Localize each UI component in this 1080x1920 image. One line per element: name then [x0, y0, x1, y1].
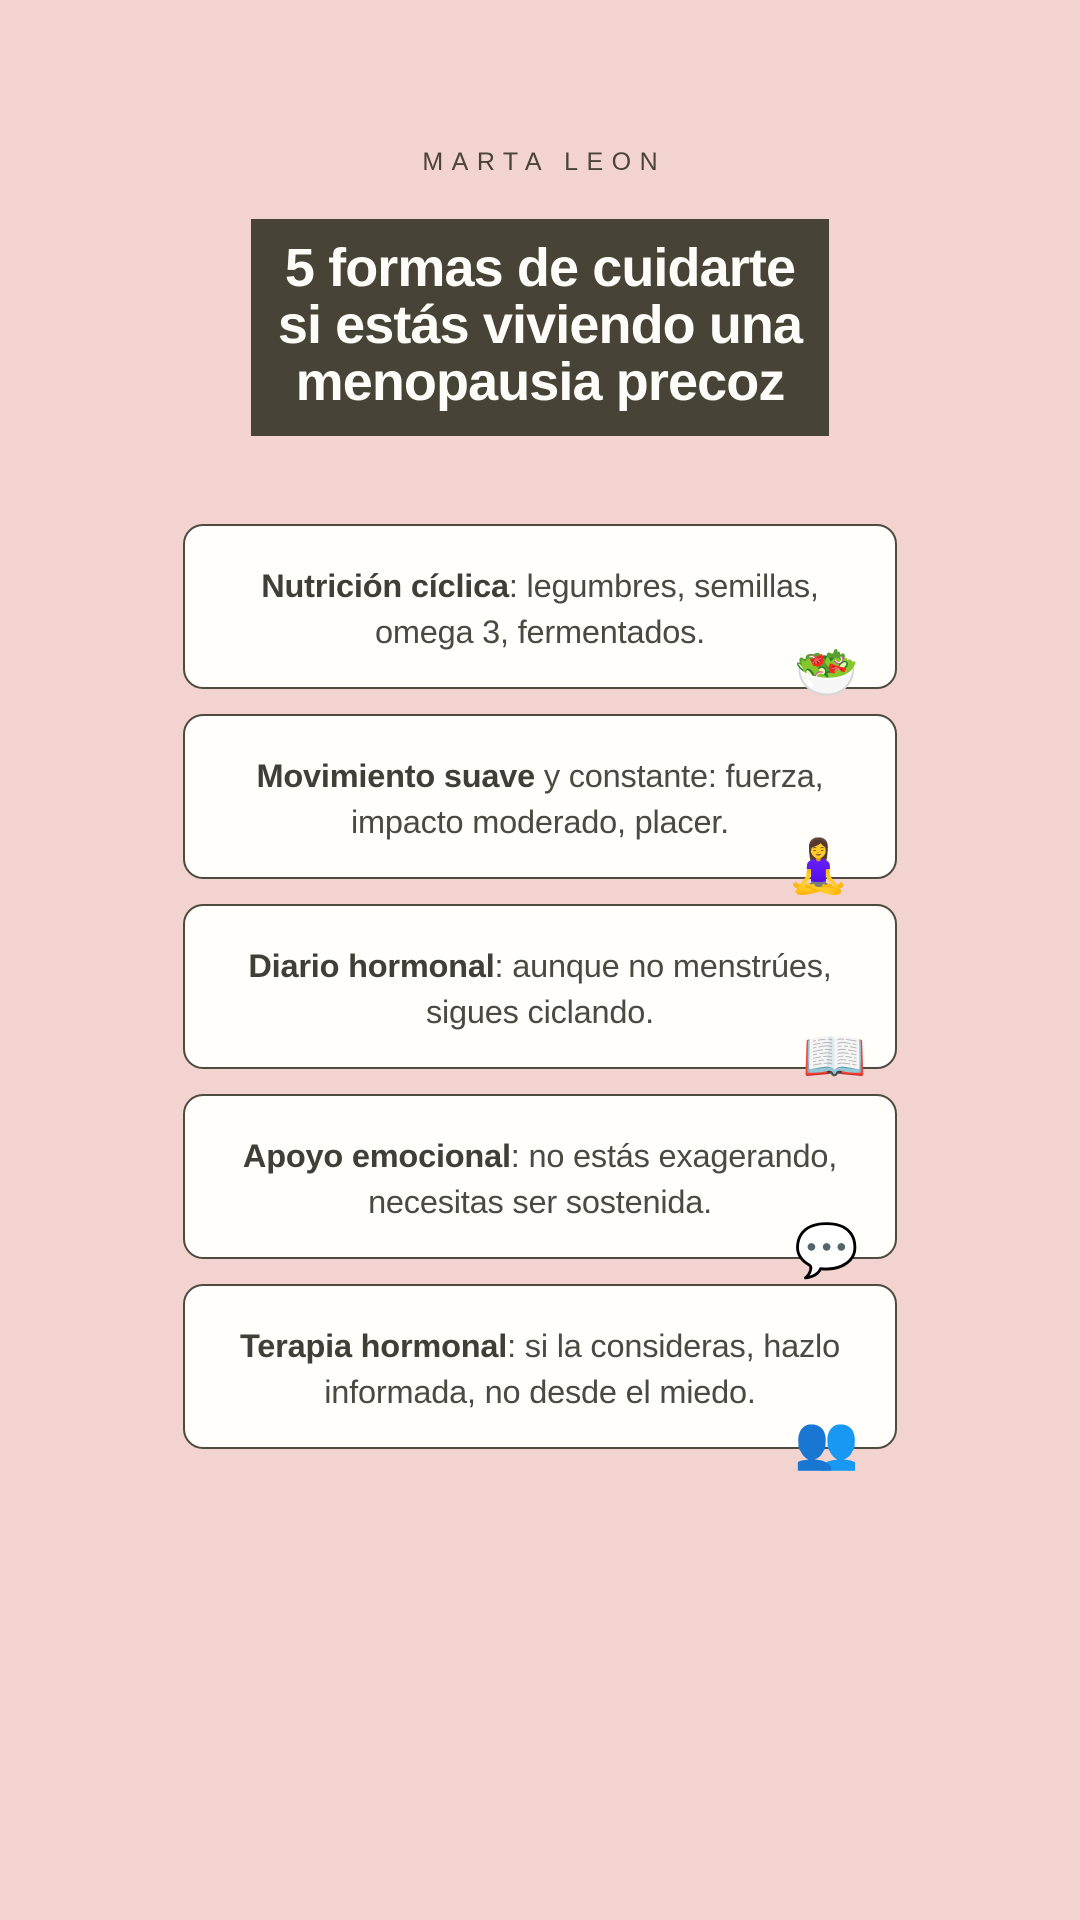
salad-emoji: 🥗 — [794, 643, 859, 704]
tip-card-separator: : — [507, 1327, 525, 1364]
tip-card-body: aunque no menstrúes, sigues ciclando. — [425, 947, 832, 1030]
tip-card-body: legumbres, semillas, omega 3, fermentado… — [374, 567, 819, 650]
tip-card: Diario hormonal: aunque no menstrúes, si… — [183, 904, 897, 1083]
woman-lotus-position-emoji: 🧘‍♀️ — [786, 837, 851, 898]
tip-card-body: no estás exagerando, necesitas ser soste… — [368, 1137, 838, 1220]
tip-card-separator: : — [510, 1137, 529, 1174]
tip-card-separator — [535, 758, 544, 794]
title-line-2: si estás viviendo una — [277, 295, 803, 356]
tip-card: Apoyo emocional: no estás exagerando, ne… — [183, 1094, 897, 1277]
tip-card-lead: Apoyo emocional — [242, 1137, 511, 1174]
tip-card-text: Terapia hormonal: si la consideras, hazl… — [231, 1323, 849, 1415]
tip-card-text: Nutrición cíclica: legumbres, semillas, … — [231, 563, 849, 655]
tip-card-lead: Nutrición cíclica — [261, 567, 509, 604]
tip-card: Movimiento suave y constante: fuerza, im… — [183, 714, 897, 893]
busts-in-silhouette-emoji: 👥 — [794, 1413, 859, 1474]
tip-card-separator: : — [494, 947, 513, 984]
brand-name: MARTA LEON — [422, 148, 667, 176]
speech-balloon-emoji: 💬 — [794, 1221, 859, 1282]
open-book-emoji: 📖 — [802, 1027, 867, 1088]
tip-card-text: Movimiento suave y constante: fuerza, im… — [231, 753, 849, 845]
tip-card-lead: Terapia hormonal — [240, 1327, 508, 1364]
tip-card-body: y constante: fuerza, impacto moderado, p… — [351, 757, 824, 840]
tip-card: Terapia hormonal: si la consideras, hazl… — [183, 1284, 897, 1469]
title-block: 5 formas de cuidarte si estás viviendo u… — [251, 219, 829, 437]
tip-card-text: Diario hormonal: aunque no menstrúes, si… — [231, 943, 849, 1035]
title-line-1: 5 formas de cuidarte — [284, 238, 796, 298]
tip-card: Nutrición cíclica: legumbres, semillas, … — [183, 524, 897, 699]
tip-card-body: si la consideras, hazlo informada, no de… — [324, 1327, 840, 1410]
tip-card-text: Apoyo emocional: no estás exagerando, ne… — [231, 1133, 849, 1225]
tip-card-separator: : — [508, 567, 527, 604]
tips-card-list: Nutrición cíclica: legumbres, semillas, … — [183, 524, 897, 1469]
tip-card-lead: Diario hormonal — [248, 947, 495, 984]
tip-card-lead: Movimiento suave — [256, 757, 536, 794]
title-line-3: menopausia precoz — [295, 352, 786, 413]
